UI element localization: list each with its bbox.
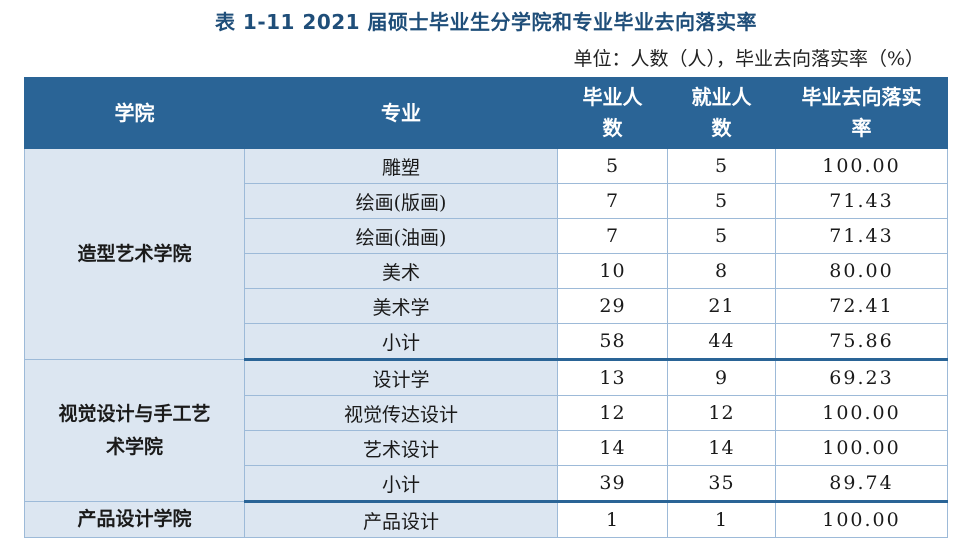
table-row: 绘画(油画) 7 5 71.43 <box>25 218 948 254</box>
table-row: 美术 10 8 80.00 <box>25 253 948 289</box>
table-row: 绘画(版画) 7 5 71.43 <box>25 183 948 219</box>
employed-cell: 14 <box>667 430 776 466</box>
graduates-cell: 10 <box>557 253 668 289</box>
employed-cell: 12 <box>667 395 776 431</box>
college-cell: 视觉设计与手工艺 术学院 <box>24 359 245 502</box>
major-cell: 美术 <box>244 253 558 289</box>
header-graduates: 毕业人数 <box>557 77 668 149</box>
table-title: 表 1-11 2021 届硕士毕业生分学院和专业毕业去向落实率 <box>214 10 758 34</box>
graduates-cell: 7 <box>557 218 668 254</box>
major-cell: 美术学 <box>244 288 558 324</box>
major-cell: 雕塑 <box>244 148 558 184</box>
employed-cell: 8 <box>667 253 776 289</box>
major-cell: 艺术设计 <box>244 430 558 466</box>
table-row: 产品设计学院 产品设计 1 1 100.00 <box>24 501 948 538</box>
graduates-cell: 39 <box>557 465 668 503</box>
employed-cell: 21 <box>667 288 776 324</box>
employed-cell: 44 <box>667 323 776 361</box>
rate-cell: 100.00 <box>775 148 948 184</box>
graduates-cell: 58 <box>557 323 668 361</box>
table-row: 造型艺术学院 雕塑 5 5 100.00 <box>24 148 948 360</box>
employed-cell: 9 <box>667 359 776 396</box>
header-college: 学院 <box>24 77 245 149</box>
major-cell: 小计 <box>244 323 558 361</box>
graduates-cell: 14 <box>557 430 668 466</box>
employed-cell: 1 <box>667 501 776 538</box>
employed-cell: 5 <box>667 218 776 254</box>
major-cell: 视觉传达设计 <box>244 395 558 431</box>
rate-cell: 75.86 <box>775 323 948 361</box>
graduates-cell: 5 <box>557 148 668 184</box>
header-major: 专业 <box>244 77 558 149</box>
graduates-cell: 7 <box>557 183 668 219</box>
rate-cell: 71.43 <box>775 218 948 254</box>
major-cell: 设计学 <box>244 359 558 396</box>
graduates-cell: 1 <box>557 501 668 538</box>
table-row: 视觉设计与手工艺 术学院 设计学 13 9 69.23 <box>24 359 948 502</box>
header-rate: 毕业去向落实率 <box>775 77 948 149</box>
subtotal-row: 小计 58 44 75.86 <box>25 323 948 361</box>
graduates-cell: 29 <box>557 288 668 324</box>
unit-note: 单位：人数（人），毕业去向落实率（%） <box>573 48 924 70</box>
employed-cell: 5 <box>667 148 776 184</box>
table-row: 艺术设计 14 14 100.00 <box>25 430 948 466</box>
table-header-row: 学院 专业 毕业人数 就业人数 毕业去向落实率 <box>24 77 948 149</box>
header-employed: 就业人数 <box>667 77 776 149</box>
rate-cell: 89.74 <box>775 465 948 503</box>
subtotal-row: 小计 39 35 89.74 <box>25 465 948 503</box>
major-cell: 绘画(版画) <box>244 183 558 219</box>
employed-cell: 35 <box>667 465 776 503</box>
graduates-cell: 13 <box>557 359 668 396</box>
major-cell: 小计 <box>244 465 558 503</box>
rate-cell: 100.00 <box>775 501 948 538</box>
rate-cell: 69.23 <box>775 359 948 396</box>
rate-cell: 80.00 <box>775 253 948 289</box>
college-cell: 造型艺术学院 <box>24 148 245 360</box>
major-cell: 产品设计 <box>244 501 558 538</box>
rate-cell: 100.00 <box>775 395 948 431</box>
graduates-cell: 12 <box>557 395 668 431</box>
rate-cell: 100.00 <box>775 430 948 466</box>
table-row: 美术学 29 21 72.41 <box>25 288 948 324</box>
employed-cell: 5 <box>667 183 776 219</box>
college-cell: 产品设计学院 <box>24 501 245 538</box>
graduation-destination-table: 学院 专业 毕业人数 就业人数 毕业去向落实率 造型艺术学院 雕塑 5 5 10… <box>24 77 948 538</box>
rate-cell: 72.41 <box>775 288 948 324</box>
table-row: 视觉传达设计 12 12 100.00 <box>25 395 948 431</box>
rate-cell: 71.43 <box>775 183 948 219</box>
major-cell: 绘画(油画) <box>244 218 558 254</box>
